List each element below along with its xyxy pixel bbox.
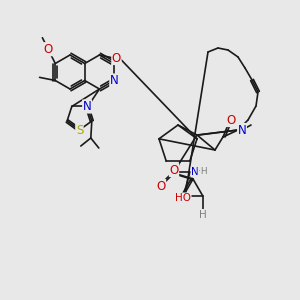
Text: O: O: [226, 113, 236, 127]
Text: H: H: [199, 209, 206, 220]
Text: N: N: [238, 124, 246, 136]
Text: ·H: ·H: [198, 167, 208, 176]
Text: O: O: [112, 52, 121, 64]
Polygon shape: [191, 176, 193, 181]
Text: O: O: [156, 179, 166, 193]
Text: N: N: [83, 100, 92, 113]
Text: N: N: [110, 74, 118, 87]
Text: O: O: [169, 164, 178, 176]
Text: HO: HO: [175, 193, 191, 203]
Text: O: O: [44, 43, 53, 56]
Text: N: N: [191, 167, 199, 177]
Text: S: S: [76, 124, 83, 136]
